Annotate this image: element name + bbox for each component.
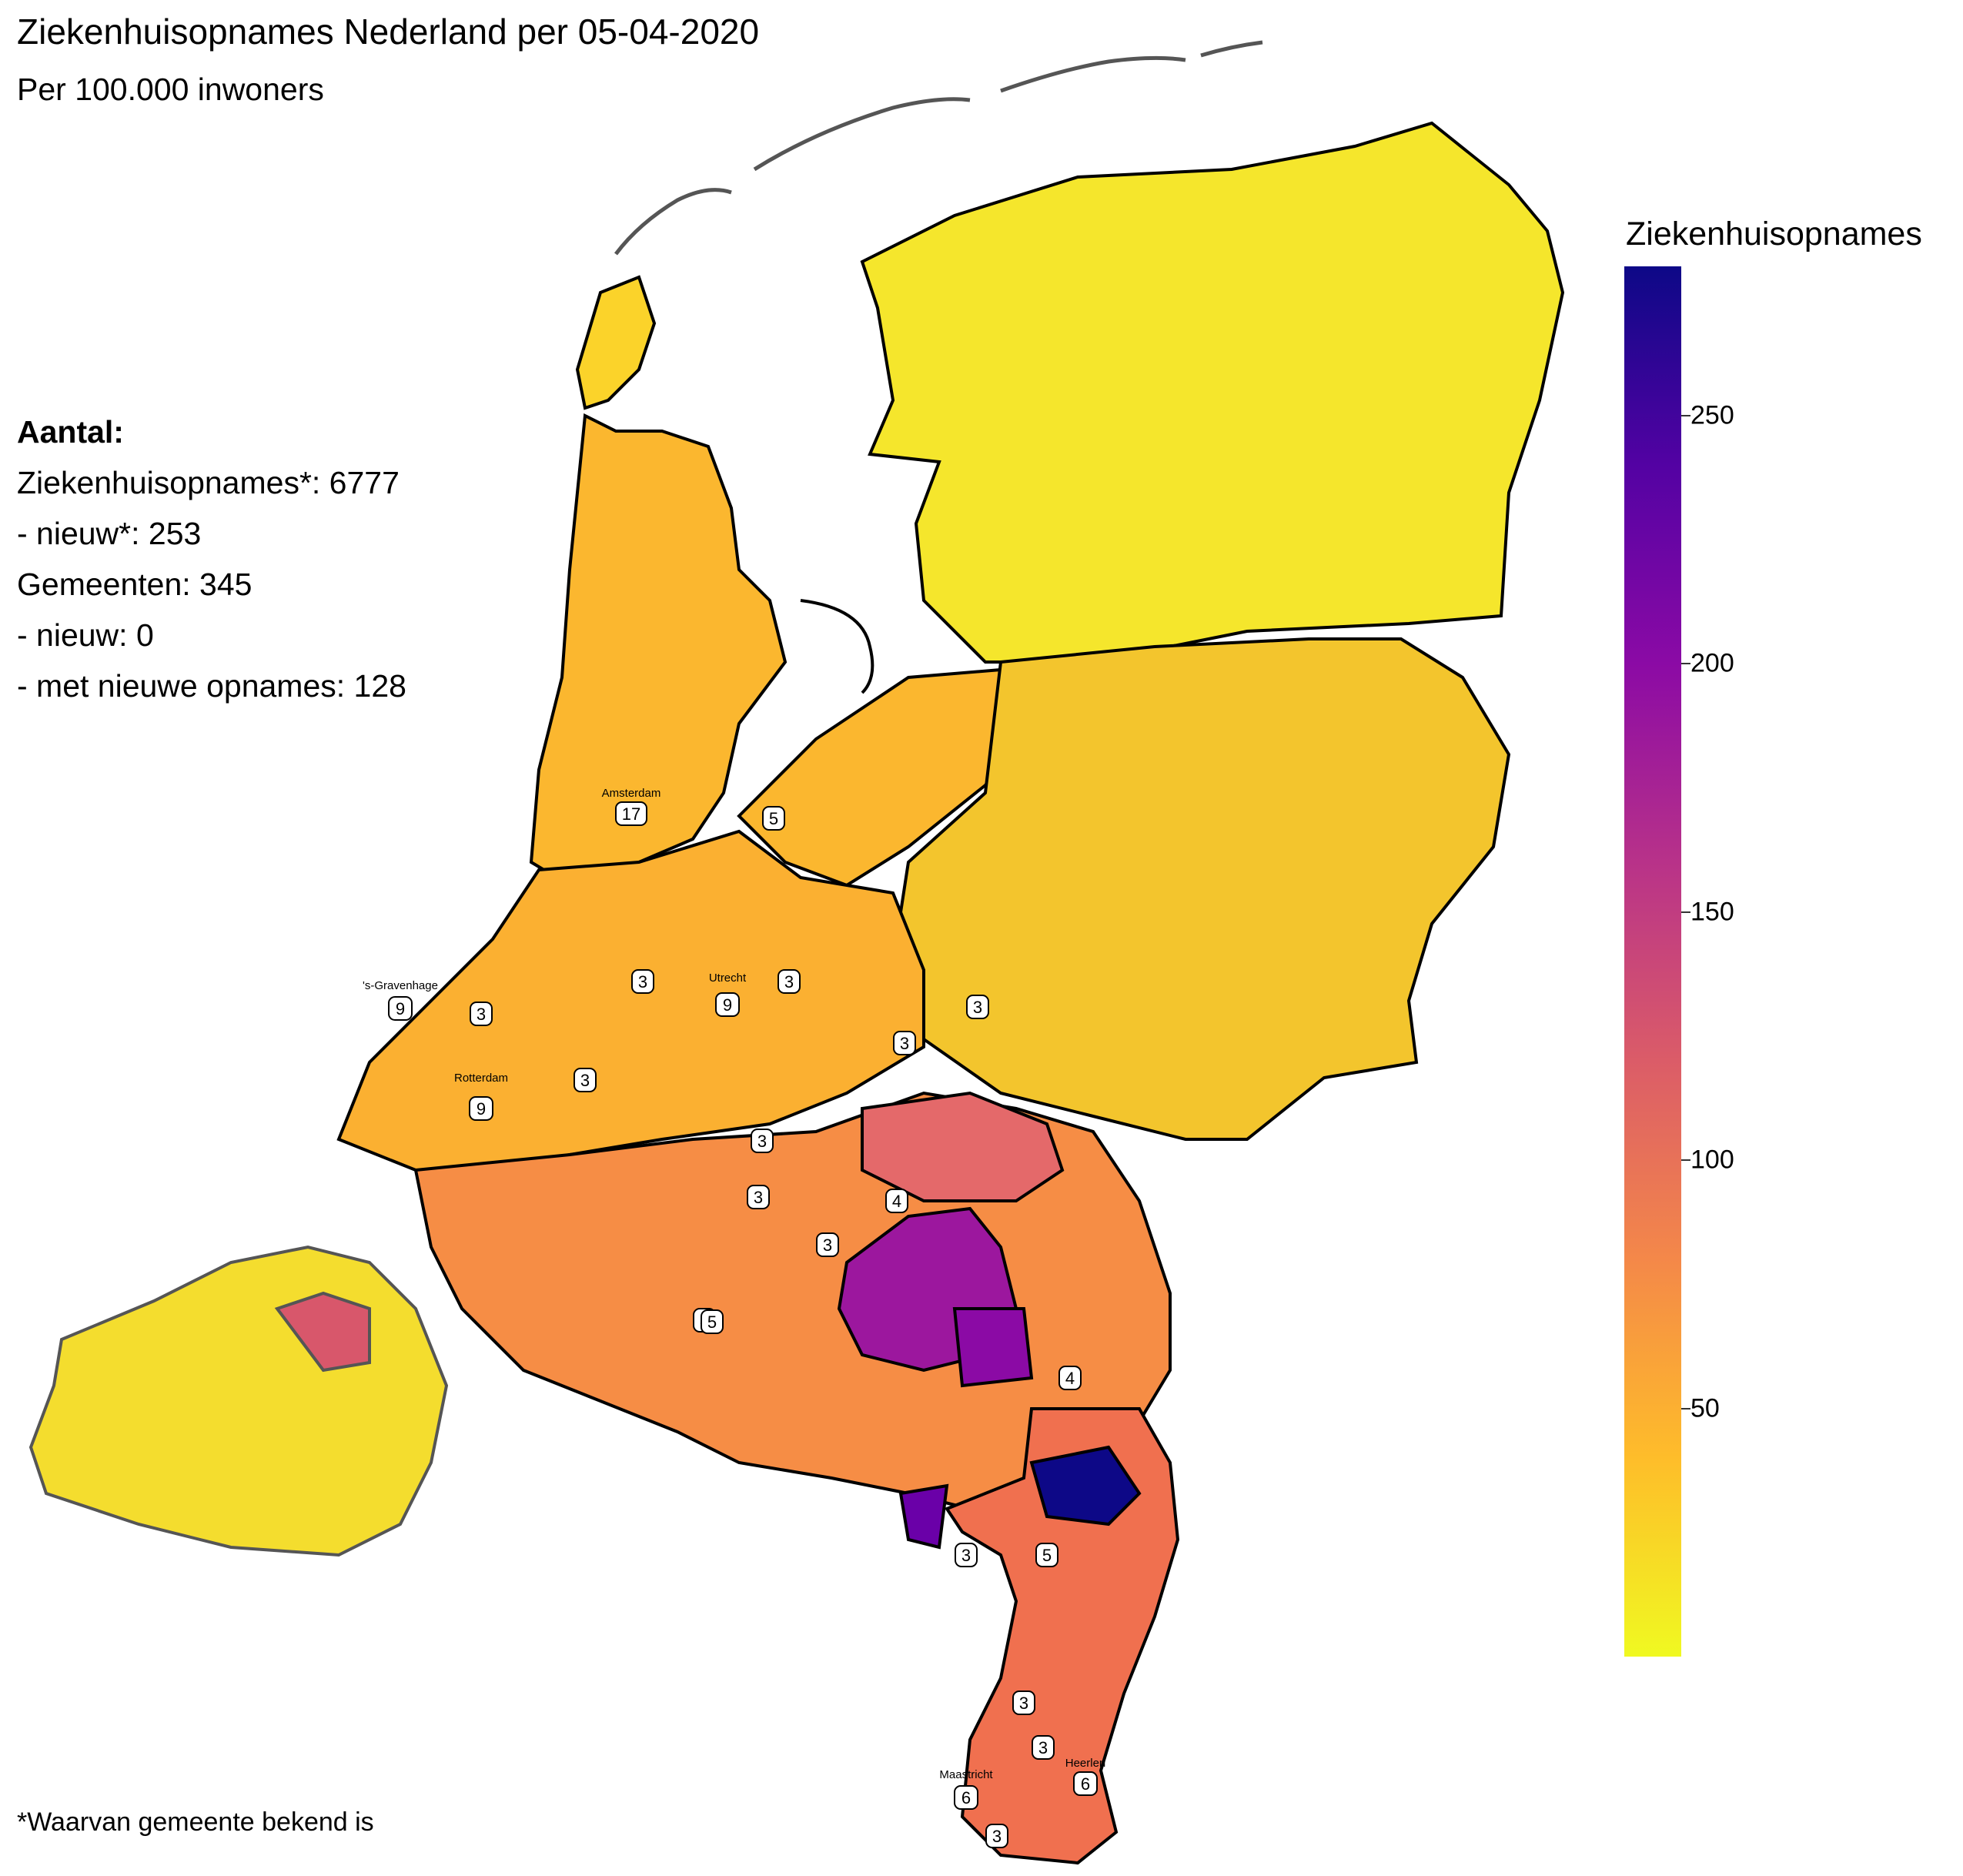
map-badge-label: 3	[784, 972, 794, 992]
map-badge-label: 5	[769, 809, 778, 828]
city-marker: Heerlen 6	[1065, 1757, 1106, 1796]
map-badge	[1058, 1366, 1082, 1390]
legend-tickmark	[1681, 414, 1690, 416]
legend-colorbar	[1624, 266, 1681, 1657]
map-badge-label: 3	[992, 1827, 1002, 1846]
city-badge: 17	[622, 804, 640, 824]
city-label: Utrecht	[709, 971, 747, 985]
city-marker: 's-Gravenhage 9	[363, 979, 438, 1021]
map-badge	[816, 1232, 839, 1257]
region-zeeland	[28, 1245, 449, 1557]
hotspot-limburg-north	[1029, 1445, 1142, 1527]
map-badge-label: 3	[754, 1188, 763, 1207]
legend-tickmark	[1681, 663, 1690, 664]
map-badge-label: 3	[823, 1236, 832, 1255]
stats-line: - met nieuwe opnames: 128	[17, 668, 406, 704]
legend-tick-label: 250	[1690, 400, 1734, 430]
legend-title: Ziekenhuisopnames	[1626, 216, 1922, 252]
hotspot-west-limburg	[898, 1483, 949, 1550]
legend-tick-label: 50	[1690, 1393, 1720, 1423]
map-badge-label: 3	[757, 1132, 767, 1151]
map-badge-label: 3	[1038, 1738, 1048, 1757]
city-label: Rotterdam	[454, 1072, 508, 1085]
legend-tickmark	[1681, 1407, 1690, 1410]
map-title: Ziekenhuisopnames Nederland per 05-04-20…	[17, 12, 760, 52]
map-badge-label: 3	[477, 1005, 486, 1024]
map-badge	[955, 1543, 978, 1567]
city-badge: 9	[723, 995, 732, 1015]
map-badge	[631, 969, 654, 994]
map-badge	[885, 1189, 908, 1213]
legend-tick-label: 200	[1690, 648, 1734, 678]
region-west	[336, 829, 925, 1172]
stats-heading: Aantal:	[17, 414, 124, 450]
legend-tick-label: 150	[1690, 897, 1734, 926]
stats-line: Gemeenten: 345	[17, 567, 252, 602]
wadden-islands	[614, 40, 1263, 256]
city-badge: 6	[1081, 1774, 1090, 1794]
stats-line: - nieuw*: 253	[17, 516, 202, 551]
stats-line: - nieuw: 0	[17, 617, 154, 653]
map-badge	[751, 1129, 774, 1153]
region-limburg	[944, 1407, 1180, 1865]
map-badge-label: 3	[638, 972, 647, 992]
map-badge-label: 5	[707, 1313, 717, 1332]
legend-tickmark	[1681, 1159, 1690, 1161]
map-subtitle: Per 100.000 inwoners	[17, 72, 324, 107]
map-badge	[574, 1068, 597, 1092]
texel-island	[575, 275, 657, 410]
footnote: *Waarvan gemeente bekend is	[17, 1807, 374, 1837]
badge-group: 5333333333435435333	[470, 806, 1082, 1848]
map-badge	[747, 1185, 770, 1209]
city-marker: Amsterdam 17	[602, 787, 661, 826]
stats-line: Ziekenhuisopnames*: 6777	[17, 465, 400, 500]
region-rivers	[861, 1091, 1065, 1202]
hotspot-uden	[952, 1307, 1034, 1388]
city-marker: Rotterdam 9	[454, 1072, 508, 1121]
city-badge: 9	[396, 999, 405, 1018]
map-badge-label: 5	[1042, 1546, 1052, 1565]
map-badge	[1035, 1543, 1058, 1567]
city-marker: Maastricht 6	[939, 1768, 993, 1810]
map-badge-label: 3	[961, 1546, 971, 1565]
stats-panel: Aantal: Ziekenhuisopnames*: 6777 - nieuw…	[17, 406, 406, 711]
city-label: Maastricht	[939, 1768, 993, 1781]
map-badge-label: 3	[973, 998, 982, 1017]
legend-tick-label: 100	[1690, 1145, 1734, 1175]
city-badge: 6	[961, 1788, 971, 1807]
map-badge	[966, 995, 989, 1019]
map-badge	[1012, 1690, 1035, 1715]
city-label: Heerlen	[1065, 1757, 1106, 1770]
region-west-brabant	[274, 1291, 371, 1373]
region-north	[860, 121, 1565, 664]
map-badge	[778, 969, 801, 994]
city-label: Amsterdam	[602, 787, 661, 800]
afsluitdijk	[800, 599, 874, 694]
map-badge	[701, 1309, 724, 1334]
map-badge-label: 4	[892, 1192, 901, 1211]
map-badge	[762, 806, 785, 831]
map-badge	[470, 1002, 493, 1026]
map-badge-label: 3	[1019, 1694, 1028, 1713]
map-badge-label: 4	[1065, 1369, 1075, 1388]
region-north-holland	[529, 413, 788, 888]
map-badge-label: 3	[580, 1071, 590, 1090]
legend-tickmark	[1681, 911, 1690, 913]
map-badge	[893, 1031, 916, 1055]
map-badge	[985, 1824, 1008, 1848]
map-badge	[1032, 1735, 1055, 1760]
city-badge: 9	[477, 1099, 486, 1119]
city-marker: Utrecht 9	[709, 971, 747, 1017]
city-label: 's-Gravenhage	[363, 979, 438, 992]
map-badge-label: 3	[900, 1034, 909, 1053]
